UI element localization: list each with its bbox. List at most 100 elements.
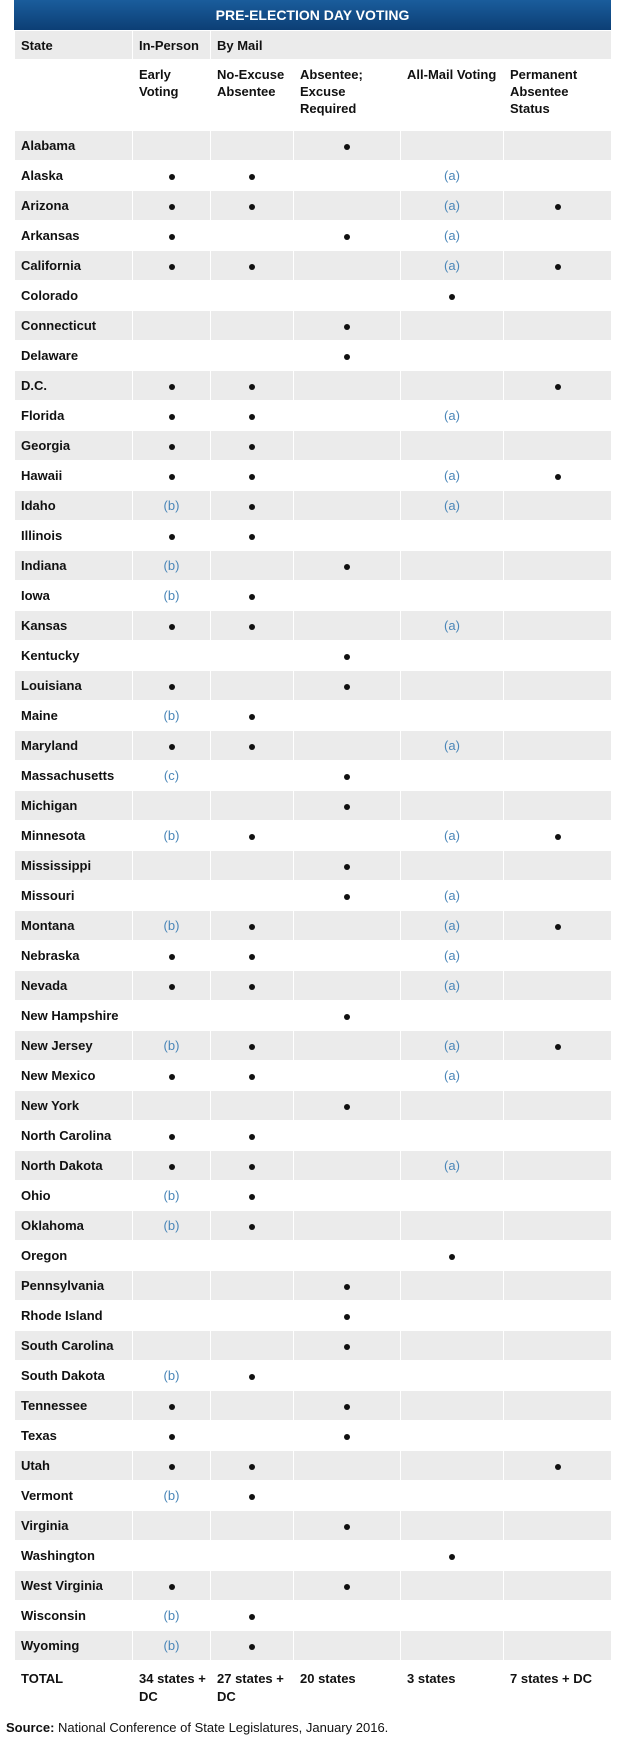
cell-excuse [293,1480,401,1511]
total-early: 34 states + DC [132,1660,211,1723]
footnote-marker: (b) [163,558,180,573]
cell-excuse [293,1600,401,1631]
cell-noexcuse [210,1180,294,1211]
cell-early [132,1270,211,1301]
table-row: Maryland (a) [14,730,613,761]
cell-allmail: (a) [400,160,504,191]
source-note: Source: National Conference of State Leg… [6,1720,388,1735]
footnote-marker: (a) [444,1038,460,1053]
cell-noexcuse [210,1150,294,1181]
cell-noexcuse [210,730,294,761]
bullet-icon [168,474,175,480]
table-row: North Dakota (a) [14,1150,613,1181]
bullet-icon [249,504,255,510]
state-name: Illinois [14,520,133,551]
cell-allmail: (a) [400,940,504,971]
cell-early [132,1120,211,1151]
cell-permanent [502,340,613,371]
footnote-marker: (a) [444,888,460,903]
cell-allmail [400,700,504,731]
subheader-early-voting: Early Voting [132,59,211,131]
state-name: Wisconsin [14,1600,133,1631]
cell-allmail [400,1120,504,1151]
state-name: South Carolina [14,1330,133,1361]
bullet-icon [344,234,350,240]
bullet-icon [249,624,255,630]
table-row: Florida (a) [14,400,613,431]
cell-early: (b) [132,1480,211,1511]
state-name: West Virginia [14,1570,133,1601]
state-name: Iowa [14,580,133,611]
cell-early [132,340,211,371]
cell-noexcuse [210,610,294,641]
cell-early [132,1390,211,1421]
bullet-icon [168,954,175,960]
cell-permanent [502,1600,613,1631]
cell-noexcuse [210,490,294,521]
cell-permanent [502,1480,613,1511]
cell-allmail [400,1630,504,1661]
bullet-icon [168,1464,175,1470]
bullet-icon [344,324,350,330]
bullet-icon [168,264,175,270]
cell-permanent [502,1540,613,1571]
cell-excuse [293,1390,401,1421]
state-name: Ohio [14,1180,133,1211]
cell-early [132,610,211,641]
bullet-icon [249,444,255,450]
bullet-icon [168,684,175,690]
total-label: TOTAL [14,1660,133,1723]
cell-permanent [502,130,613,161]
cell-permanent [502,880,613,911]
cell-early [132,790,211,821]
cell-allmail [400,1240,504,1271]
cell-allmail [400,640,504,671]
cell-permanent [502,310,613,341]
cell-excuse [293,670,401,701]
cell-early [132,220,211,251]
cell-excuse [293,1510,401,1541]
cell-noexcuse [210,820,294,851]
bullet-icon [249,414,255,420]
state-name: Utah [14,1450,133,1481]
cell-excuse [293,640,401,671]
bullet-icon [554,384,561,390]
cell-early [132,1090,211,1121]
bullet-icon [168,204,175,210]
cell-noexcuse [210,1360,294,1391]
cell-allmail [400,1330,504,1361]
bullet-icon [554,924,561,930]
cell-allmail: (a) [400,910,504,941]
cell-excuse [293,370,401,401]
total-row: TOTAL 34 states + DC 27 states + DC 20 s… [14,1660,613,1723]
state-name: Oregon [14,1240,133,1271]
cell-early [132,1540,211,1571]
cell-excuse [293,1420,401,1451]
footnote-marker: (b) [163,828,180,843]
cell-noexcuse [210,370,294,401]
bullet-icon [168,234,175,240]
footnote-marker: (a) [444,258,460,273]
bullet-icon [344,354,350,360]
table-row: Mississippi [14,850,613,881]
bullet-icon [249,1374,255,1380]
cell-noexcuse [210,400,294,431]
state-name: Florida [14,400,133,431]
cell-early [132,520,211,551]
voting-table-container: PRE-ELECTION DAY VOTING State In-Person … [14,0,613,1723]
cell-early [132,190,211,221]
cell-permanent [502,1150,613,1181]
cell-early: (b) [132,1180,211,1211]
cell-allmail: (a) [400,460,504,491]
sub-header-row: Early Voting No-Excuse Absentee Absentee… [14,59,613,131]
bullet-icon [249,924,255,930]
cell-permanent [502,730,613,761]
cell-excuse [293,130,401,161]
cell-early [132,670,211,701]
cell-early: (b) [132,910,211,941]
cell-noexcuse [210,1270,294,1301]
cell-early: (b) [132,1210,211,1241]
cell-excuse [293,850,401,881]
bullet-icon [249,1044,255,1050]
cell-allmail [400,1180,504,1211]
